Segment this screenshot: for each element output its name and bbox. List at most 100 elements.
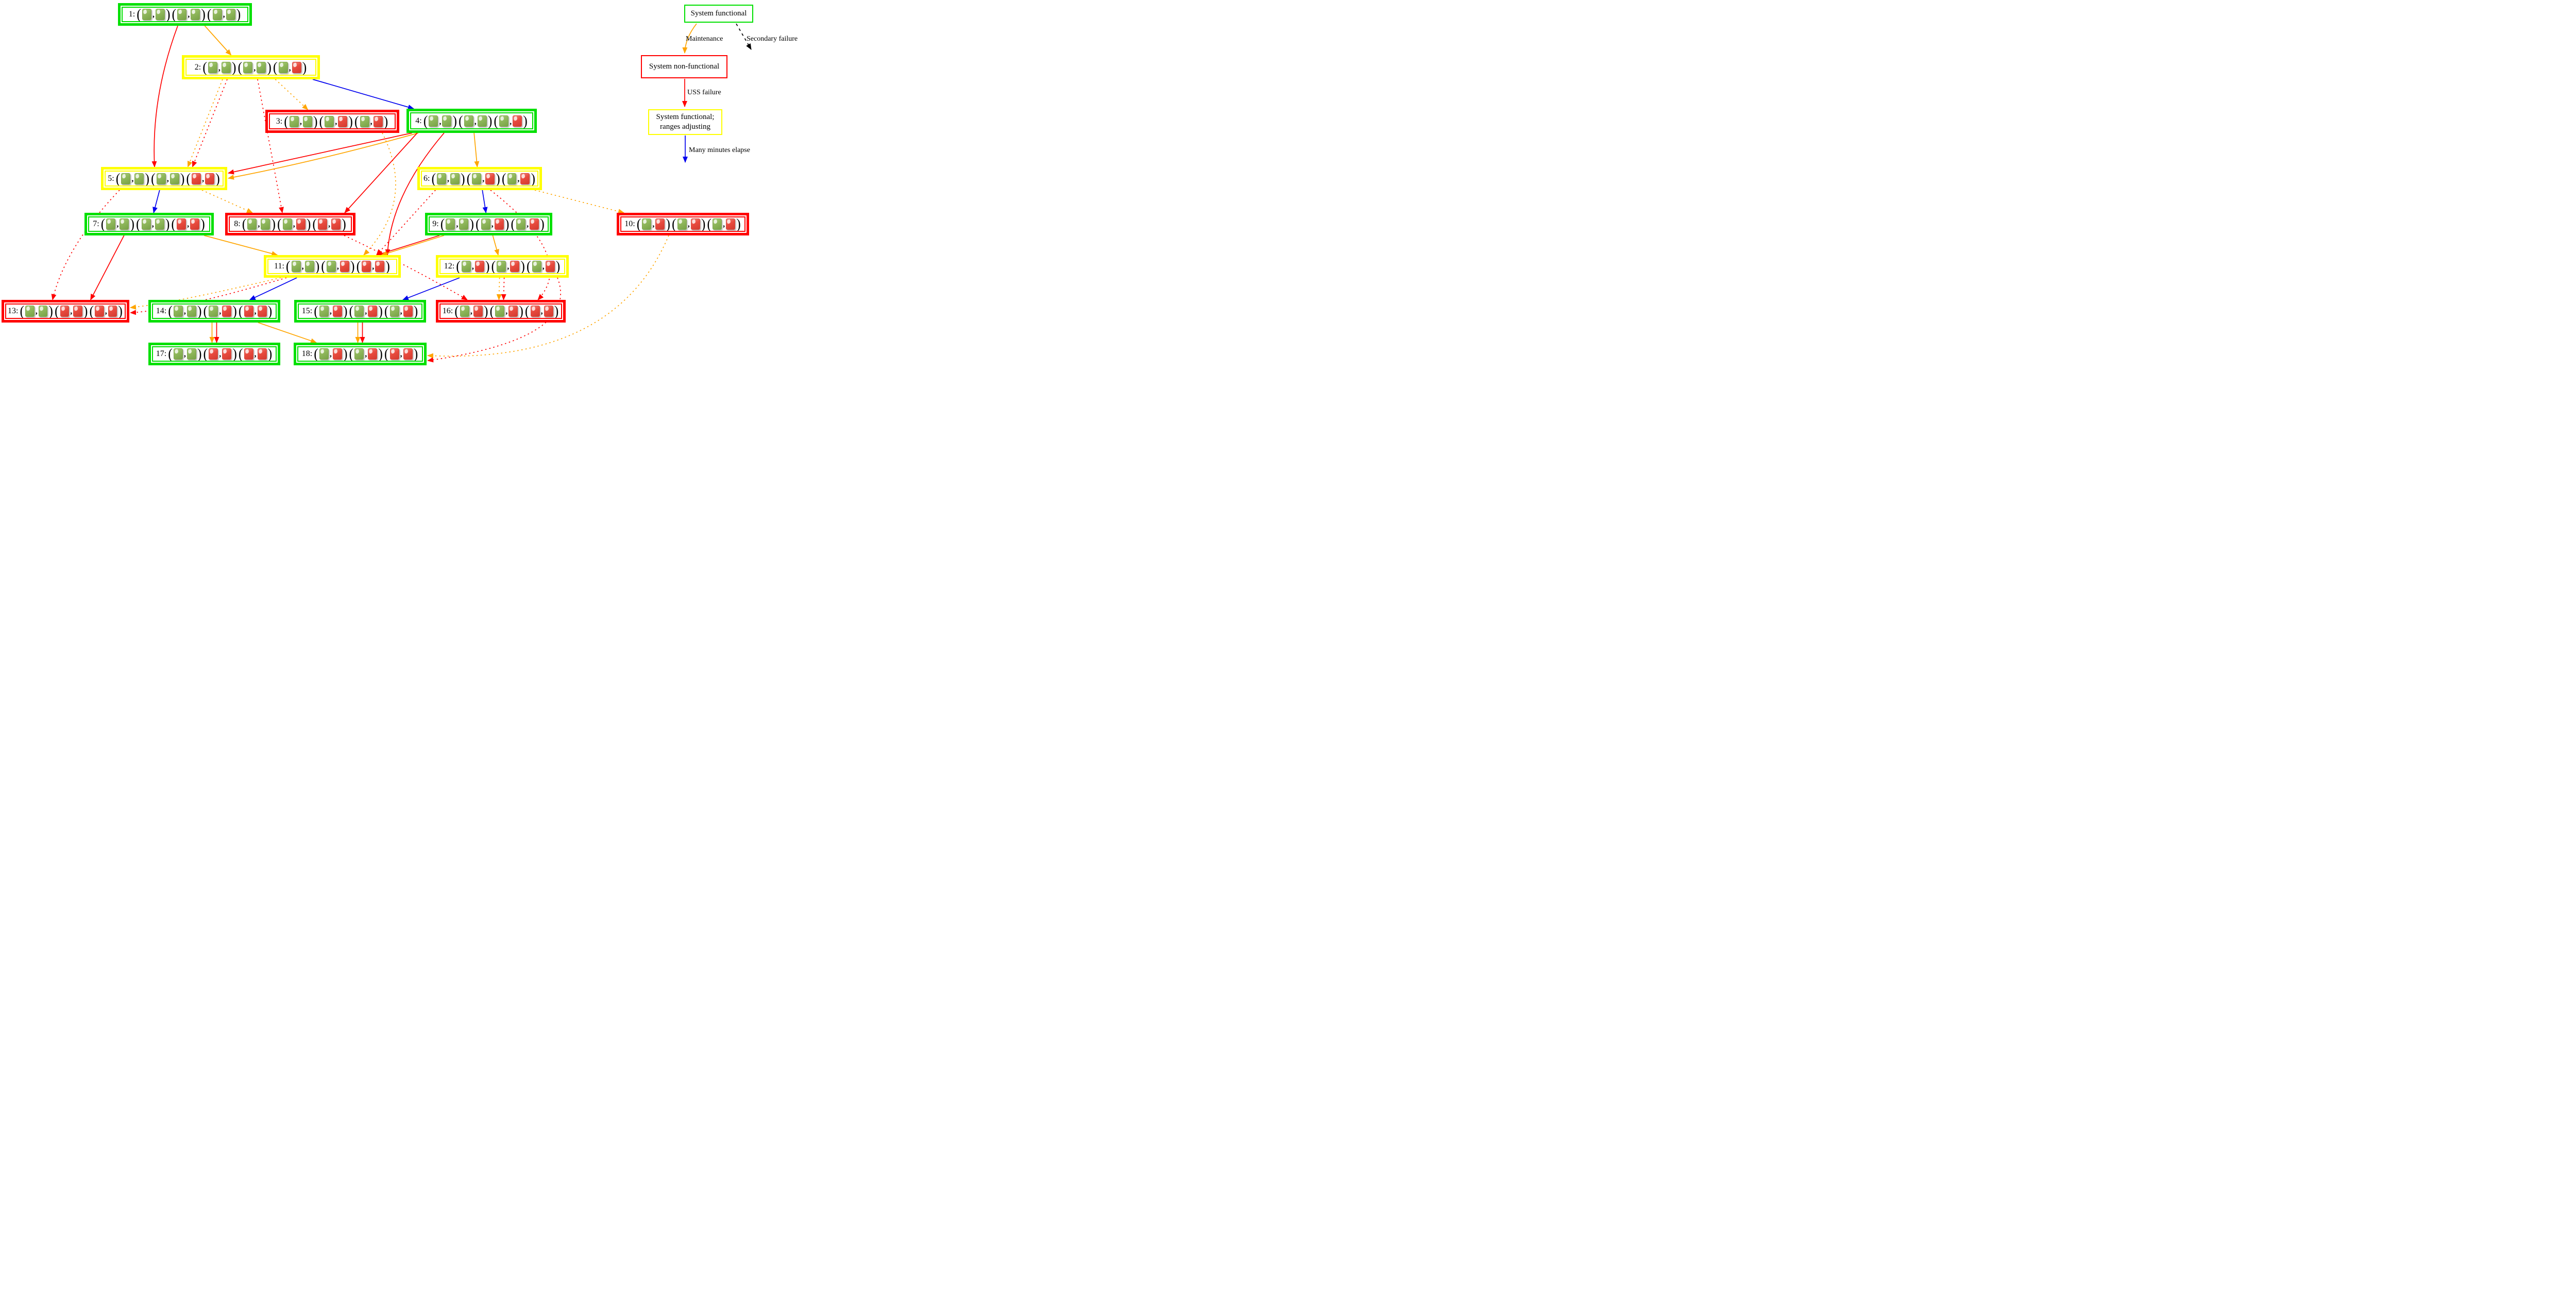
state-node-16: 16:(,)(,)(,) (436, 300, 566, 323)
green-square (442, 115, 452, 127)
red-square (244, 348, 253, 360)
open-paren: ( (431, 171, 436, 187)
close-paren: ) (180, 171, 185, 187)
red-square (368, 348, 378, 360)
red-square (389, 348, 399, 360)
state-node-label: 4: (415, 116, 422, 125)
red-square (373, 115, 383, 127)
state-node-1-content: 1:(,)(,)(,) (122, 7, 248, 22)
legend-label-secondary-failure: Secondary failure (747, 35, 798, 43)
comma: , (131, 175, 134, 183)
open-paren: ( (168, 303, 173, 319)
green-square (191, 9, 200, 20)
red-square (177, 218, 187, 230)
close-paren: ) (48, 303, 53, 319)
edge-2-to-5-red (192, 79, 228, 167)
comma: , (151, 220, 154, 229)
close-paren: ) (385, 259, 390, 274)
comma: , (507, 262, 510, 271)
comma: , (219, 307, 222, 316)
comma: , (510, 117, 512, 126)
edge-2-to-5-orange (187, 79, 223, 167)
edge-4-to-8-red (344, 132, 418, 213)
red-square (257, 306, 267, 317)
open-paren: ( (349, 303, 354, 319)
close-paren: ) (413, 303, 418, 319)
close-paren: ) (232, 346, 237, 362)
close-paren: ) (130, 216, 135, 232)
comma: , (542, 262, 545, 271)
state-node-16-content: 16:(,)(,)(,) (439, 303, 562, 319)
state-node-17: 17:(,)(,)(,) (148, 343, 280, 365)
green-square (460, 306, 469, 317)
open-paren: ( (136, 216, 141, 232)
open-paren: ( (511, 216, 516, 232)
comma: , (335, 117, 337, 126)
state-node-7-content: 7:(,)(,)(,) (88, 216, 210, 232)
comma: , (527, 220, 529, 229)
open-paren: ( (273, 59, 278, 75)
red-square (520, 173, 530, 184)
red-square (331, 218, 341, 230)
comma: , (370, 117, 372, 126)
comma: , (301, 262, 304, 271)
state-node-label: 6: (423, 174, 430, 183)
comma: , (482, 175, 485, 183)
comma: , (188, 10, 190, 19)
open-paren: ( (242, 216, 247, 232)
close-paren: ) (504, 216, 510, 232)
state-node-4-content: 4:(,)(,)(,) (410, 112, 533, 129)
green-square (141, 218, 151, 230)
legend-node-label-line1: System functional; (656, 112, 715, 121)
red-square (209, 348, 218, 360)
open-paren: ( (137, 7, 141, 22)
edge-4-to-5-orange (228, 132, 419, 180)
red-square (332, 306, 342, 317)
state-node-6-content: 6:(,)(,)(,) (421, 171, 538, 187)
green-square (282, 218, 292, 230)
comma: , (183, 307, 186, 316)
green-square (257, 61, 266, 73)
state-node-14: 14:(,)(,)(,) (148, 300, 280, 323)
state-node-6: 6:(,)(,)(,) (417, 167, 542, 190)
open-paren: ( (54, 303, 59, 319)
comma: , (400, 307, 402, 316)
green-square (481, 218, 490, 230)
legend-node-system-functional-ranges-adjusting: System functional; ranges adjusting (648, 109, 722, 135)
open-paren: ( (384, 346, 389, 362)
open-paren: ( (100, 216, 106, 232)
state-node-3: 3:(,)(,)(,) (265, 110, 399, 133)
red-square (473, 306, 483, 317)
open-paren: ( (489, 303, 495, 319)
comma: , (372, 262, 375, 271)
open-paren: ( (238, 59, 243, 75)
state-node-8-content: 8:(,)(,)(,) (229, 216, 352, 232)
comma: , (540, 307, 543, 316)
legend-node-system-functional: System functional (684, 5, 753, 23)
edge-4-to-11-red (385, 132, 445, 256)
open-paren: ( (636, 216, 641, 232)
state-node-label: 17: (156, 349, 167, 358)
open-paren: ( (151, 171, 156, 187)
state-node-label: 2: (194, 62, 201, 72)
red-square (257, 348, 267, 360)
comma: , (471, 262, 474, 271)
green-square (437, 173, 447, 184)
state-node-label: 1: (128, 10, 135, 19)
state-node-label: 15: (301, 307, 313, 315)
open-paren: ( (456, 259, 461, 274)
close-paren: ) (520, 259, 525, 274)
edge-1-to-2-orange (204, 25, 232, 56)
red-square (530, 306, 540, 317)
open-paren: ( (384, 303, 389, 319)
green-square (25, 306, 35, 317)
open-paren: ( (186, 171, 191, 187)
green-square (278, 61, 288, 73)
state-node-13-content: 13:(,)(,)(,) (5, 303, 126, 319)
open-paren: ( (314, 303, 318, 319)
state-node-4: 4:(,)(,)(,) (406, 109, 537, 133)
comma: , (723, 220, 725, 229)
close-paren: ) (343, 346, 348, 362)
red-square (655, 218, 665, 230)
green-square (325, 115, 334, 127)
